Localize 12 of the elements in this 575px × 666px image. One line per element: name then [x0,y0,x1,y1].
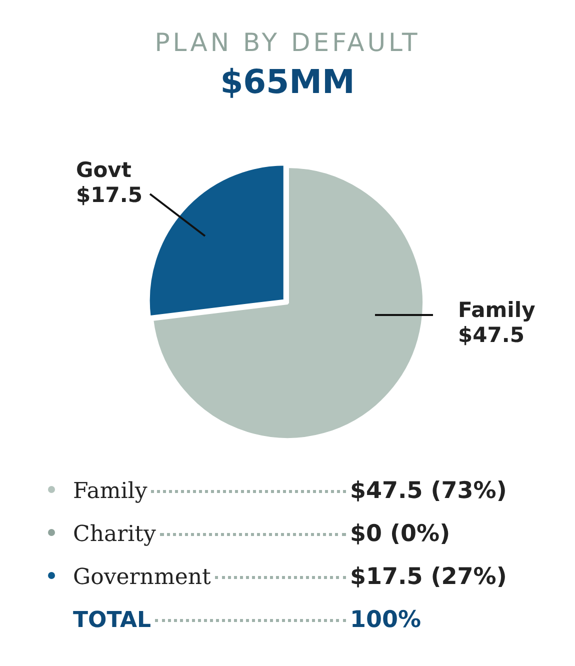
chart-subtitle: $65MM [219,62,356,101]
data-label: $47.5 (73%) [350,478,508,504]
data-label: $17.5 (27%) [350,564,508,590]
legend-label: Government [73,565,211,590]
legend-label: Charity [73,522,156,547]
text: TOTAL [73,608,152,633]
chart-title: PLAN BY DEFAULT [154,28,422,57]
text: Family $47.5 [458,298,536,348]
text: $0 (0%) [350,521,450,547]
legend-label: Family [73,479,148,504]
text: 100% [350,607,422,633]
text: Govt $17.5 [76,158,142,208]
